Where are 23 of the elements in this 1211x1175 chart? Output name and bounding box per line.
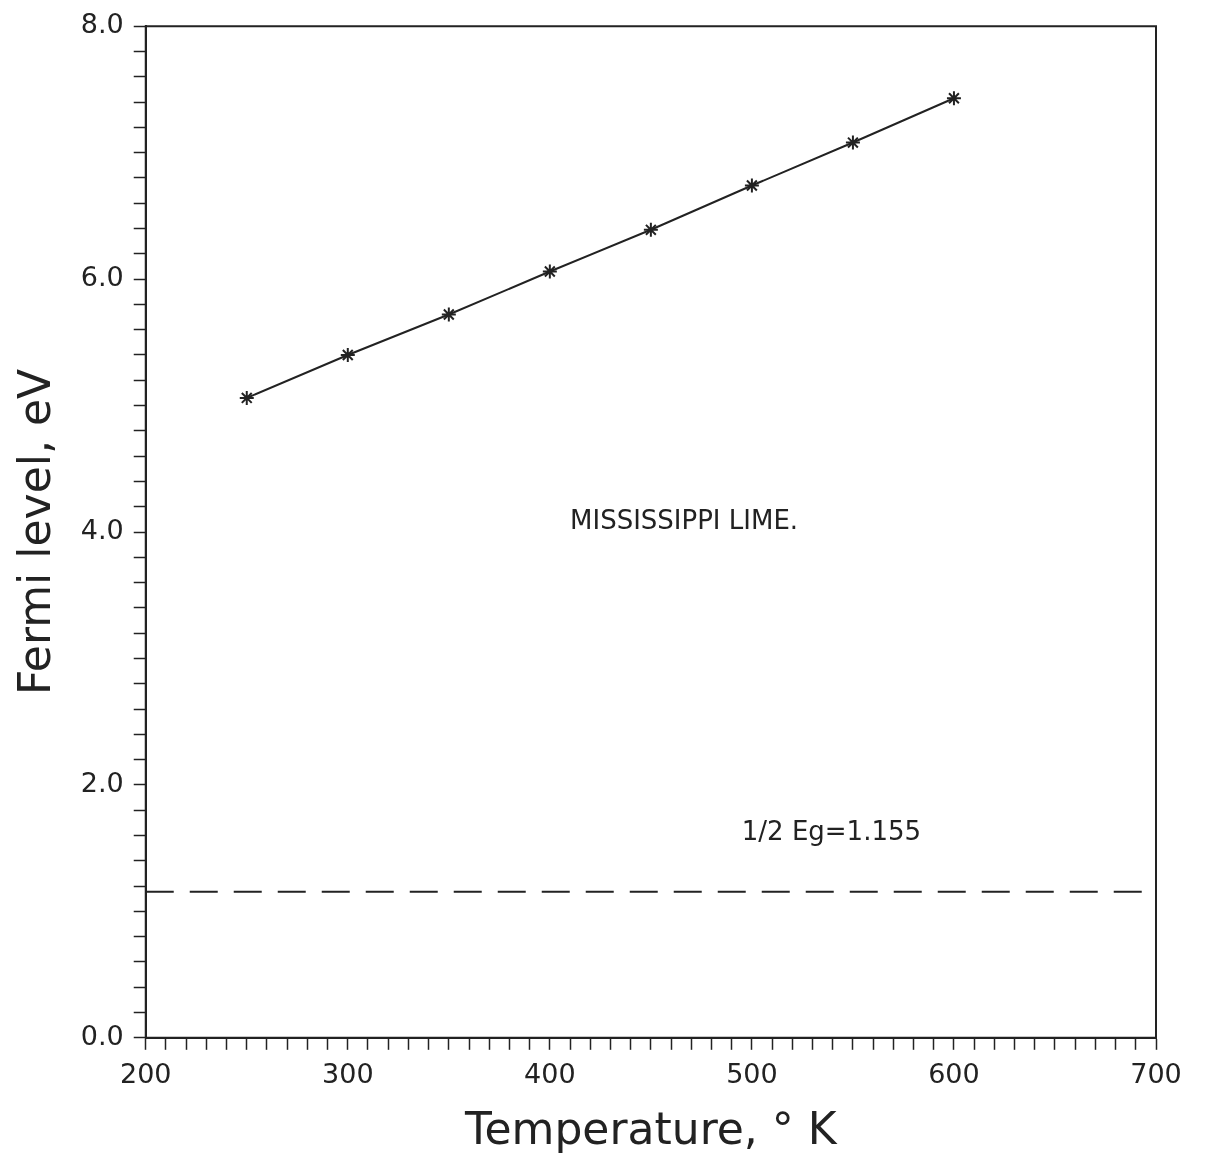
x-tick-label: 600 [928, 1058, 980, 1090]
point [642, 221, 659, 238]
x-tick-label: 500 [726, 1058, 778, 1090]
y-tick-label: 8.0 [80, 8, 124, 40]
x-tick-label: 400 [524, 1058, 576, 1090]
point [541, 263, 558, 280]
x-tick-label: 300 [322, 1058, 374, 1090]
y-axis-title: Fermi level, eV [8, 368, 60, 696]
x-axis-title: Temperature, ° K [464, 1103, 838, 1155]
point [945, 90, 962, 107]
x-tick-label: 200 [119, 1058, 172, 1090]
y-tick-label: 2.0 [80, 766, 124, 798]
point [844, 134, 861, 151]
x-tick-label: 700 [1130, 1058, 1182, 1090]
point [440, 306, 457, 323]
ref-line-label: 1/2 Eg=1.155 [741, 815, 922, 846]
annotation: MISSISSIPPI LIME. [570, 504, 799, 535]
point [339, 346, 356, 363]
y-tick-label: 4.0 [80, 514, 124, 546]
y-tick-label: 6.0 [80, 261, 124, 293]
y-tick-label: 0.0 [80, 1019, 124, 1051]
point [238, 389, 255, 406]
point [743, 177, 760, 194]
